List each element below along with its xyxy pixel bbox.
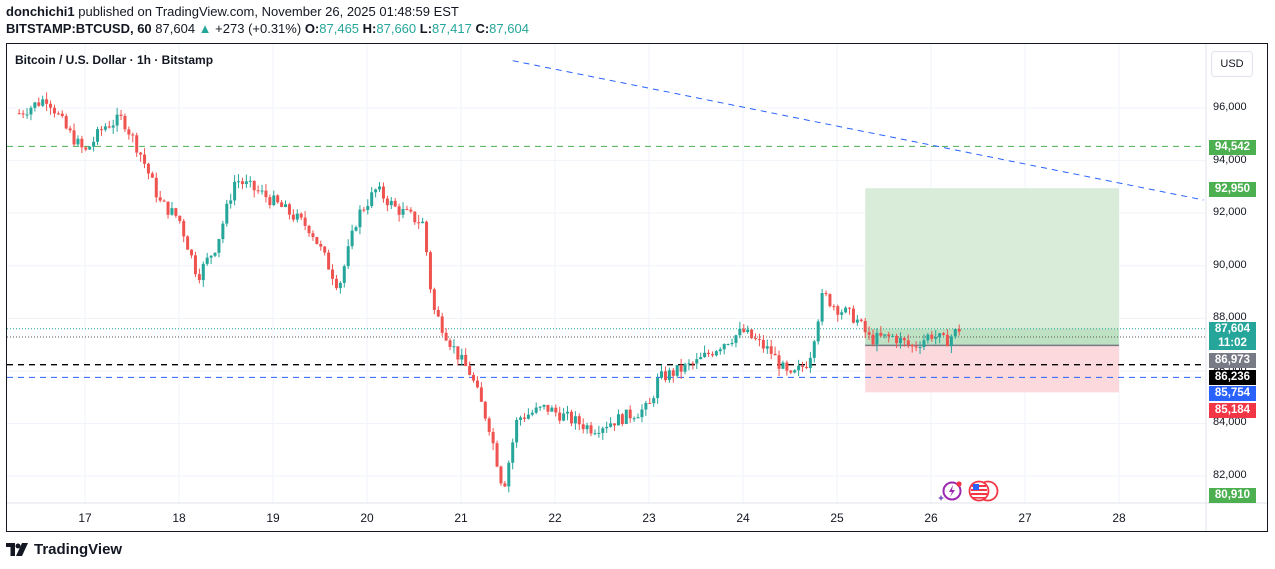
- price-change: +273 (+0.31%): [215, 21, 302, 36]
- low-label: L:: [419, 21, 433, 36]
- low-value: 87,417: [432, 21, 472, 36]
- brand-name: TradingView: [34, 541, 123, 558]
- price-scale-label: 86,973: [1209, 353, 1256, 368]
- tradingview-logo-icon: [6, 543, 28, 556]
- published-text: published on TradingView.com, November 2…: [78, 4, 459, 19]
- tradingview-logo[interactable]: TradingView: [6, 541, 122, 558]
- stop-zone: [865, 345, 1119, 393]
- events-markers: [938, 480, 1000, 502]
- price-scale-label: 86,236: [1209, 370, 1256, 385]
- last-price: 87,604: [155, 21, 196, 36]
- price-tick: 82,000: [1213, 469, 1247, 482]
- bar-countdown: 11:02: [1218, 337, 1247, 349]
- price-tick: 96,000: [1213, 101, 1247, 113]
- up-arrow-icon: ▲: [198, 21, 212, 36]
- open-label: O:: [304, 21, 320, 36]
- target-zone: [865, 188, 1119, 346]
- open-value: 87,465: [319, 21, 360, 36]
- price-scale-label: 92,950: [1209, 182, 1256, 197]
- symbol-label: BITSTAMP:BTCUSD, 60: [6, 21, 152, 36]
- time-tick: 18: [172, 511, 186, 525]
- price-chart-canvas[interactable]: [7, 44, 1268, 532]
- price-scale-label: 80,910: [1209, 488, 1256, 503]
- high-value: 87,660: [376, 21, 417, 36]
- price-tick: 92,000: [1213, 206, 1247, 219]
- currency-button[interactable]: USD: [1211, 51, 1253, 77]
- time-tick: 24: [736, 511, 750, 525]
- price-tick: 84,000: [1213, 416, 1247, 429]
- chart-legend-title: Bitcoin / U.S. Dollar · 1h · Bitstamp: [15, 53, 214, 67]
- close-label: C:: [475, 21, 490, 36]
- time-tick: 19: [266, 511, 280, 525]
- publish-info: donchichi1 published on TradingView.com,…: [6, 4, 459, 19]
- price-scale-label: 85,184: [1209, 403, 1256, 418]
- price-scale-label: 87,604 11:02: [1209, 322, 1256, 350]
- time-tick: 20: [360, 511, 374, 525]
- price-scale-label: 94,542: [1209, 140, 1256, 155]
- time-tick: 26: [924, 511, 938, 525]
- price-tick: 94,000: [1213, 153, 1247, 166]
- chart-pane[interactable]: Bitcoin / U.S. Dollar · 1h · Bitstamp US…: [6, 43, 1268, 532]
- price-scale-label: 85,754: [1209, 386, 1256, 401]
- symbol-info-bar: BITSTAMP:BTCUSD, 60 87,604 ▲ +273 (+0.31…: [6, 21, 529, 36]
- us-flag-event-icon[interactable]: [966, 480, 1000, 502]
- time-tick: 28: [1112, 511, 1126, 525]
- price-tick: 88,000: [1213, 311, 1247, 324]
- time-tick: 25: [830, 511, 844, 525]
- lightning-event-icon[interactable]: [938, 480, 964, 502]
- time-tick: 27: [1018, 511, 1032, 525]
- price-tick: 90,000: [1213, 258, 1247, 271]
- close-value: 87,604: [489, 21, 529, 36]
- time-tick: 17: [78, 511, 92, 525]
- high-label: H:: [362, 21, 377, 36]
- author-name[interactable]: donchichi1: [6, 4, 75, 19]
- time-tick: 22: [548, 511, 562, 525]
- time-tick: 23: [642, 511, 656, 525]
- time-tick: 21: [454, 511, 468, 525]
